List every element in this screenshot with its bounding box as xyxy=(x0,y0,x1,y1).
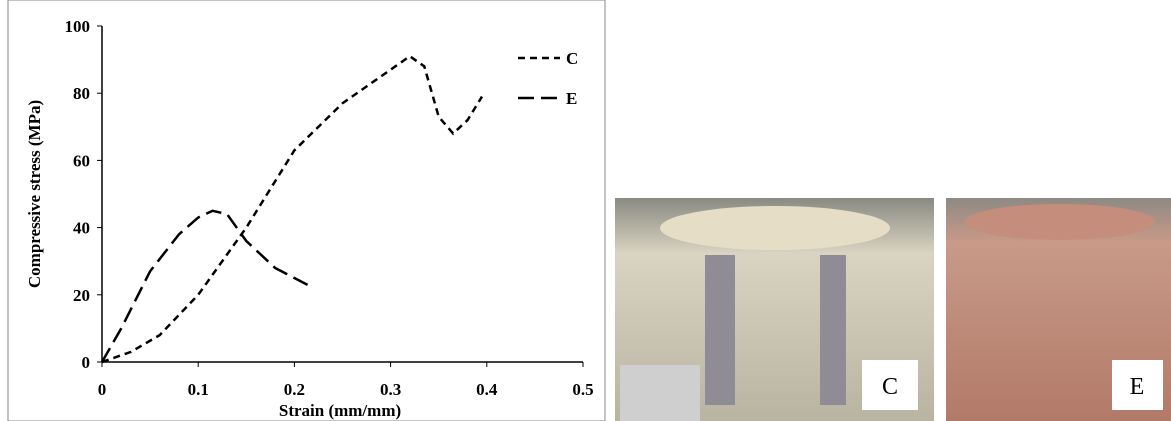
x-axis-title: Strain (mm/mm) xyxy=(279,401,401,420)
y-tick-label: 0 xyxy=(82,353,91,372)
photo-label: E xyxy=(1130,374,1145,400)
label-box xyxy=(1112,360,1163,410)
specimen-top xyxy=(660,206,890,250)
series-line xyxy=(100,209,315,363)
x-tick-label: 0.1 xyxy=(188,380,209,399)
y-tick-label: 100 xyxy=(65,17,91,36)
x-tick-label: 0.5 xyxy=(572,380,593,399)
y-tick-label: 80 xyxy=(73,84,90,103)
legend-label: E xyxy=(566,89,577,108)
inset-photo xyxy=(620,365,700,421)
photo-e: E xyxy=(946,198,1171,421)
crack xyxy=(820,255,846,405)
crack xyxy=(705,255,735,405)
chart-frame xyxy=(7,0,606,421)
y-tick-label: 20 xyxy=(73,286,90,305)
y-tick-label: 40 xyxy=(73,219,90,238)
x-tick-label: 0 xyxy=(98,380,107,399)
photo-label: C xyxy=(882,374,898,400)
x-tick-label: 0.4 xyxy=(476,380,498,399)
series-line xyxy=(101,54,484,364)
photo-c: C xyxy=(615,198,934,421)
label-box xyxy=(862,360,918,410)
x-tick-label: 0.3 xyxy=(380,380,401,399)
specimen-top xyxy=(965,204,1155,240)
y-axis-title: Compressive stress (MPa) xyxy=(25,100,44,288)
y-tick-label: 60 xyxy=(73,151,90,170)
x-tick-label: 0.2 xyxy=(284,380,305,399)
legend-label: C xyxy=(566,49,578,68)
